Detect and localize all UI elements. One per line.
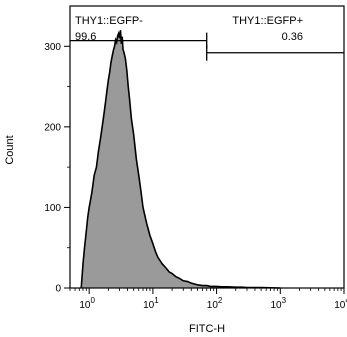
gate-lines xyxy=(70,32,344,61)
y-tick-label: 300 xyxy=(44,42,61,53)
x-tick-label: 101 xyxy=(143,296,159,311)
gate-positive-name: THY1::EGFP+ xyxy=(232,15,303,27)
x-tick-label: 103 xyxy=(271,296,287,311)
gate-positive-value: 0.36 xyxy=(282,31,303,43)
histogram-area xyxy=(81,30,281,288)
x-axis-ticks: 100 101 102 103 104 xyxy=(69,288,347,311)
gate-negative-value: 99.6 xyxy=(75,31,96,43)
x-axis-label: FITC-H xyxy=(189,323,225,335)
y-tick-label: 200 xyxy=(44,122,61,133)
x-tick-label: 100 xyxy=(79,296,95,311)
y-axis-ticks: 0 100 200 300 xyxy=(44,42,70,295)
y-tick-label: 0 xyxy=(55,284,61,295)
gate-negative-name: THY1::EGFP- xyxy=(75,15,143,27)
y-axis-label: Count xyxy=(4,135,16,164)
histogram-line xyxy=(80,30,281,289)
x-tick-label: 104 xyxy=(334,296,347,311)
x-tick-label: 102 xyxy=(207,296,223,311)
y-tick-label: 100 xyxy=(44,203,61,214)
